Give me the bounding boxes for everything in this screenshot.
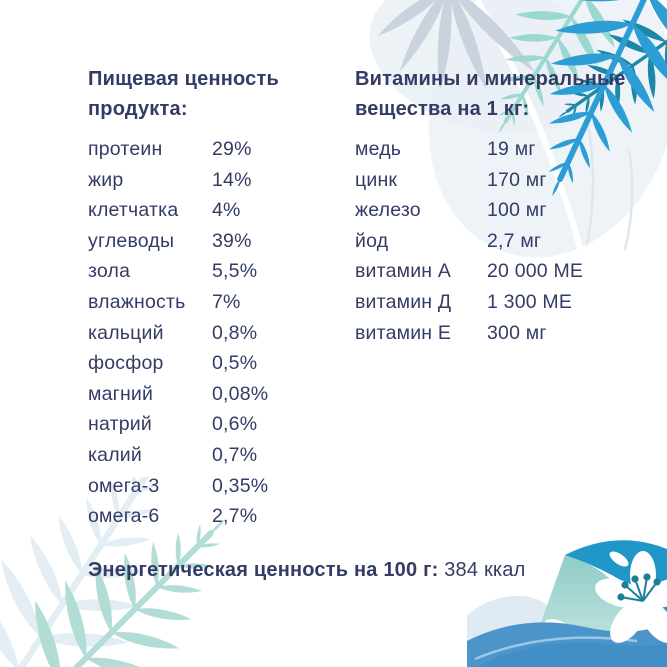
vitamins-title: Витамины и минеральные вещества на 1 кг: — [355, 64, 635, 124]
table-row: фосфор 0,5% — [88, 348, 338, 379]
row-label: углеводы — [88, 229, 175, 252]
row-value: 0,5% — [212, 352, 258, 375]
row-value: 29% — [212, 138, 252, 160]
row-value: 7% — [212, 290, 241, 313]
table-row: углеводы 39% — [88, 226, 338, 257]
table-row: омега-3 0,35% — [88, 471, 338, 502]
table-row: зола 5,5% — [88, 256, 338, 287]
row-label: фосфор — [88, 352, 164, 375]
row-label: витамин Е — [355, 321, 452, 344]
vitamins-table: медь 19 мг цинк 170 мг железо 100 мг йод 2,7 мг… — [355, 134, 635, 348]
table-row: влажность 7% — [88, 287, 338, 318]
row-value: 2,7 мг — [487, 229, 542, 252]
row-value: 19 мг — [487, 138, 536, 160]
row-label: натрий — [88, 413, 152, 436]
row-value: 20 000 МЕ — [487, 260, 584, 283]
row-value: 170 мг — [487, 168, 547, 191]
nutrition-section: Пищевая ценность продукта: протеин 29% жир… — [88, 64, 338, 532]
row-label: железо — [355, 199, 421, 222]
nutrition-title-line1: Пищевая ценность — [88, 68, 279, 90]
row-label: кальций — [88, 321, 164, 344]
table-row: омега-6 2,7% — [88, 501, 338, 532]
row-value: 0,7% — [212, 443, 258, 466]
row-label: протеин — [88, 138, 163, 160]
row-value: 2,7% — [212, 505, 258, 528]
vitamins-section: Витамины и минеральные вещества на 1 кг:… — [355, 64, 635, 348]
row-value: 0,6% — [212, 413, 258, 436]
row-label: жир — [88, 168, 124, 191]
row-label: омега-3 — [88, 474, 160, 497]
table-row: натрий 0,6% — [88, 409, 338, 440]
row-value: 5,5% — [212, 260, 258, 283]
table-row: витамин А 20 000 МЕ — [355, 256, 635, 287]
energy-value-line: Энергетическая ценность на 100 г: 384 кк… — [88, 556, 526, 584]
table-row: магний 0,08% — [88, 379, 338, 410]
row-label: медь — [355, 138, 402, 160]
table-row: йод 2,7 мг — [355, 226, 635, 257]
table-row: клетчатка 4% — [88, 195, 338, 226]
table-row: витамин Е 300 мг — [355, 318, 635, 349]
row-label: магний — [88, 382, 154, 405]
table-row: протеин 29% — [88, 134, 338, 165]
row-label: зола — [88, 260, 131, 283]
row-value: 4% — [212, 199, 241, 222]
vitamins-title-line2: вещества на 1 кг: — [355, 98, 530, 120]
row-label: клетчатка — [88, 199, 179, 222]
energy-label: Энергетическая ценность на 100 г: — [88, 559, 439, 581]
row-value: 0,08% — [212, 382, 269, 405]
table-row: витамин Д 1 300 МЕ — [355, 287, 635, 318]
row-value: 0,35% — [212, 474, 269, 497]
row-label: цинк — [355, 168, 398, 191]
row-value: 39% — [212, 229, 252, 252]
table-row: кальций 0,8% — [88, 318, 338, 349]
row-label: влажность — [88, 290, 186, 313]
row-label: йод — [355, 229, 389, 252]
row-value: 0,8% — [212, 321, 258, 344]
row-label: витамин А — [355, 260, 452, 283]
row-label: калий — [88, 443, 142, 466]
row-label: витамин Д — [355, 290, 452, 313]
row-value: 14% — [212, 168, 252, 191]
row-value: 1 300 МЕ — [487, 290, 573, 313]
row-value: 300 мг — [487, 321, 547, 344]
nutrition-title-line2: продукта: — [88, 98, 188, 120]
vitamins-title-line1: Витамины и минеральные — [355, 68, 626, 90]
row-label: омега-6 — [88, 505, 160, 528]
table-row: железо 100 мг — [355, 195, 635, 226]
energy-value: 384 ккал — [444, 559, 526, 581]
table-row: калий 0,7% — [88, 440, 338, 471]
nutrition-table: протеин 29% жир 14% клетчатка 4% углеводы 39% зо… — [88, 134, 338, 532]
table-row: медь 19 мг — [355, 134, 635, 165]
row-value: 100 мг — [487, 199, 547, 222]
table-row: цинк 170 мг — [355, 165, 635, 196]
table-row: жир 14% — [88, 165, 338, 196]
nutrition-title: Пищевая ценность продукта: — [88, 64, 338, 124]
